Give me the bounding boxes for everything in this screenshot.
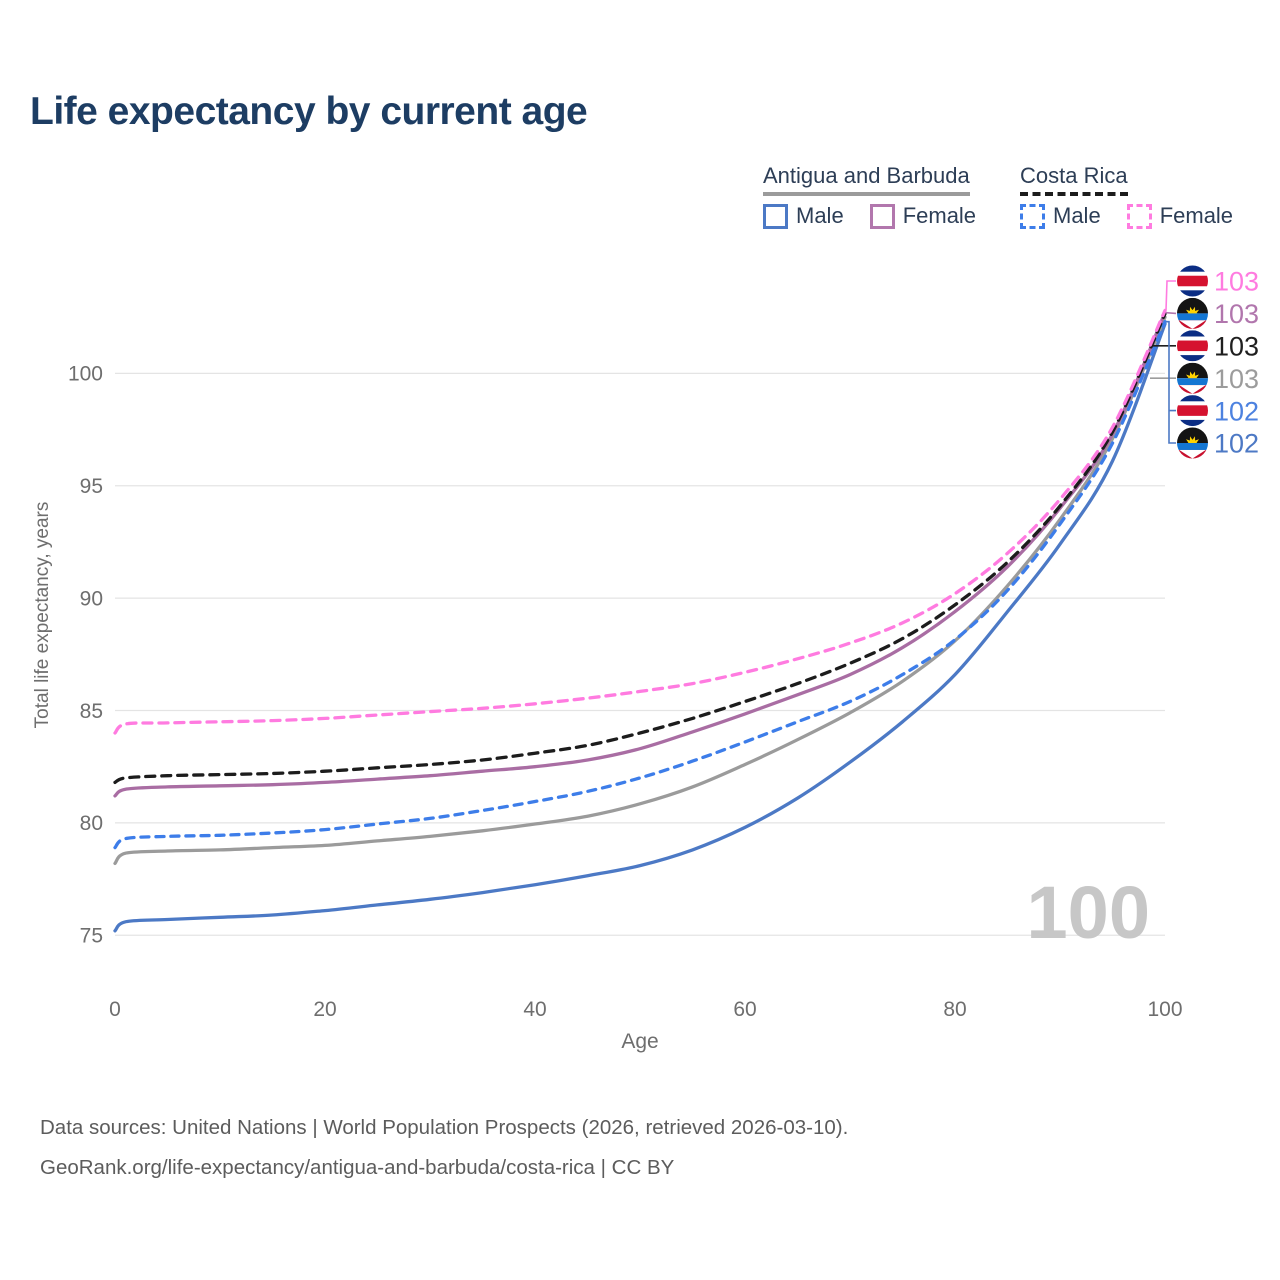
- y-tick-label: 100: [68, 363, 103, 386]
- series-line-cr-male[interactable]: [113, 320, 1167, 850]
- legend-swatch-antigua-female: [869, 203, 895, 229]
- chart-footer: Data sources: United Nations | World Pop…: [40, 1108, 848, 1188]
- chart-title: Life expectancy by current age: [30, 90, 588, 133]
- legend-swatch-costa-rica-female: [1126, 203, 1152, 229]
- antigua-barbuda-flag-icon: [1177, 362, 1208, 394]
- legend-label-antigua-female: Female: [902, 203, 977, 228]
- end-value-label-cr-male: 102: [1214, 396, 1259, 426]
- costa-rica-flag-icon: [1177, 330, 1208, 362]
- legend-label-costa-rica-male: Male: [1053, 203, 1101, 228]
- y-axis-title: Total life expectancy, years: [32, 502, 53, 729]
- legend-item-costa-rica-female[interactable]: Female: [1126, 203, 1234, 229]
- end-value-label-cr-female: 103: [1214, 267, 1259, 297]
- y-tick-label: 85: [80, 700, 103, 723]
- series-line-ab-total[interactable]: [113, 315, 1167, 866]
- legend-country-costa-rica[interactable]: Costa Rica: [1020, 163, 1128, 196]
- antigua-barbuda-flag-icon: [1177, 427, 1208, 459]
- series-line-ab-female[interactable]: [113, 311, 1167, 798]
- y-tick-label: 90: [80, 587, 103, 610]
- age-watermark: 100: [1027, 871, 1150, 954]
- antigua-barbuda-flag-icon: [1177, 297, 1208, 329]
- x-tick-label: 0: [109, 998, 121, 1021]
- source-url-note: GeoRank.org/life-expectancy/antigua-and-…: [40, 1156, 675, 1179]
- legend-country-antigua-and-barbuda[interactable]: Antigua and Barbuda: [763, 163, 970, 196]
- legend-swatch-antigua-male: [763, 203, 788, 229]
- y-tick-label: 75: [80, 925, 103, 948]
- callout-males: [1166, 320, 1176, 444]
- costa-rica-flag-icon: [1177, 265, 1208, 297]
- series-line-cr-female[interactable]: [113, 308, 1167, 735]
- legend-label-antigua-male: Male: [796, 203, 844, 228]
- x-axis-title: Age: [621, 1030, 658, 1053]
- series-line-ab-male[interactable]: [113, 322, 1167, 933]
- series-line-cr-total[interactable]: [113, 312, 1167, 785]
- x-tick-label: 40: [523, 998, 546, 1021]
- callout-ab-female: [1165, 311, 1177, 315]
- end-value-label-cr-total: 103: [1214, 332, 1259, 362]
- legend-label-costa-rica-female: Female: [1159, 203, 1234, 228]
- legend-swatch-costa-rica-male: [1020, 203, 1045, 229]
- end-value-label-ab-male: 102: [1214, 429, 1259, 459]
- x-tick-label: 20: [313, 998, 336, 1021]
- x-tick-label: 80: [943, 998, 966, 1021]
- end-value-label-ab-total: 103: [1214, 364, 1259, 394]
- callout-cr-female: [1165, 280, 1176, 311]
- data-sources-note: Data sources: United Nations | World Pop…: [40, 1116, 849, 1139]
- legend-group-costa-rica: Costa Rica Male Female: [1020, 163, 1233, 229]
- y-tick-label: 95: [80, 475, 103, 498]
- x-tick-label: 60: [733, 998, 756, 1021]
- legend-item-costa-rica-male[interactable]: Male: [1020, 203, 1101, 229]
- legend-item-antigua-male[interactable]: Male: [763, 203, 844, 229]
- legend-item-antigua-female[interactable]: Female: [869, 203, 977, 229]
- legend-group-antigua-and-barbuda: Antigua and Barbuda Male Female: [763, 163, 976, 229]
- end-value-label-ab-female: 103: [1214, 299, 1259, 329]
- x-tick-label: 100: [1147, 998, 1182, 1021]
- y-tick-label: 80: [80, 812, 103, 835]
- costa-rica-flag-icon: [1177, 395, 1208, 427]
